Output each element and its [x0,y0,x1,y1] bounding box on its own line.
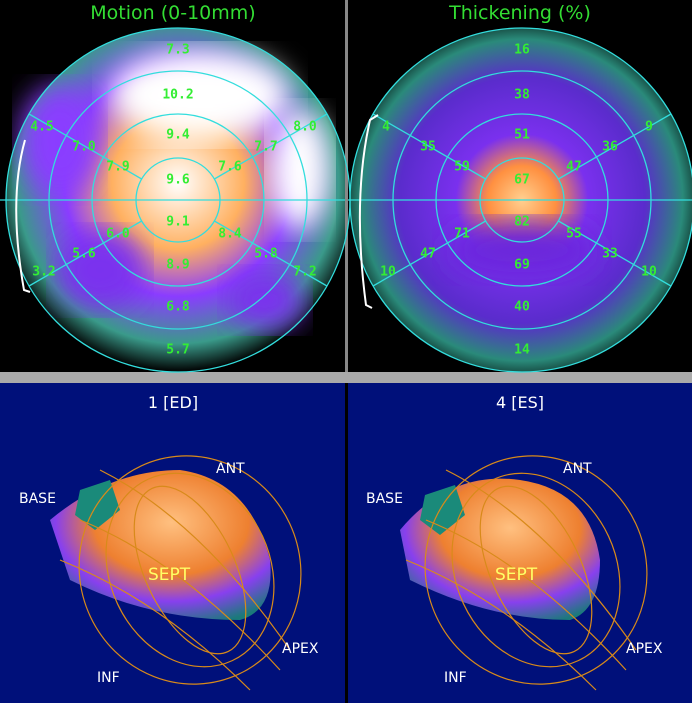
label: SEPT [495,565,538,585]
segment-value: 47 [420,247,436,262]
segment-value: 10 [380,265,396,280]
segment-value: 9.4 [166,128,190,143]
segment-value: 36 [602,140,618,155]
segment-value: 14 [514,343,530,358]
segment-value: 7.3 [166,43,189,58]
spoke [372,113,486,180]
segment-value: 8.9 [166,258,189,273]
heart-3d [400,455,648,691]
segment-value: 16 [514,43,530,58]
segment-value: 7.6 [218,160,242,175]
segment-value: 7.9 [106,160,129,175]
spoke [214,220,328,287]
bracket [15,139,31,293]
label: BASE [19,491,56,507]
segment-value: 7.7 [254,140,277,155]
segment-value: 3.2 [32,265,55,280]
heart-3d [50,455,302,691]
segment-value: 4.5 [30,120,53,135]
segment-value: 8.0 [293,120,317,135]
segment-value: 38 [514,88,530,103]
segment-value: 6.0 [106,227,130,242]
segment-value: 4 [382,120,390,135]
spoke [214,113,328,180]
segment-value: 67 [514,173,530,188]
view-title: 4 [ES] [496,393,544,412]
segment-value: 35 [420,140,436,155]
segment-value: 5.6 [72,247,96,262]
segment-value: 40 [514,300,530,315]
segment-value: 9.1 [166,215,190,230]
panel-title: Thickening (%) [448,2,591,24]
segment-value: 10 [641,265,657,280]
polar-grid [348,27,692,373]
label: ANT [216,461,245,477]
segment-value: 10.2 [162,88,193,103]
segment-value: 47 [566,160,582,175]
divider [345,0,348,372]
segment-value: 5.8 [254,247,278,262]
segment-value: 71 [454,227,470,242]
segment-value: 59 [454,160,470,175]
label: SEPT [148,565,191,585]
segment-value: 5.7 [166,343,189,358]
segment-value: 33 [602,247,618,262]
segment-value: 9.6 [166,173,190,188]
view-title: 1 [ED] [148,393,198,412]
spoke [28,220,142,287]
segment-value: 82 [514,215,530,230]
label: APEX [626,641,663,657]
segment-value: 7.2 [293,265,316,280]
segment-value: 55 [566,227,582,242]
segment-value: 8.4 [218,227,242,242]
segment-value: 51 [514,128,530,143]
panel-title: Motion (0-10mm) [90,2,255,24]
segment-value: 7.0 [72,140,96,155]
bracket [358,114,379,309]
spoke [558,113,672,180]
spoke [558,220,672,287]
label: INF [444,670,467,686]
divider [0,372,692,383]
spoke [372,220,486,287]
label: BASE [366,491,403,507]
segment-value: 6.8 [166,300,190,315]
spoke [28,113,142,180]
label: ANT [563,461,592,477]
label: INF [97,670,120,686]
label: APEX [282,641,319,657]
segment-value: 9 [645,120,653,135]
segment-value: 69 [514,258,530,273]
